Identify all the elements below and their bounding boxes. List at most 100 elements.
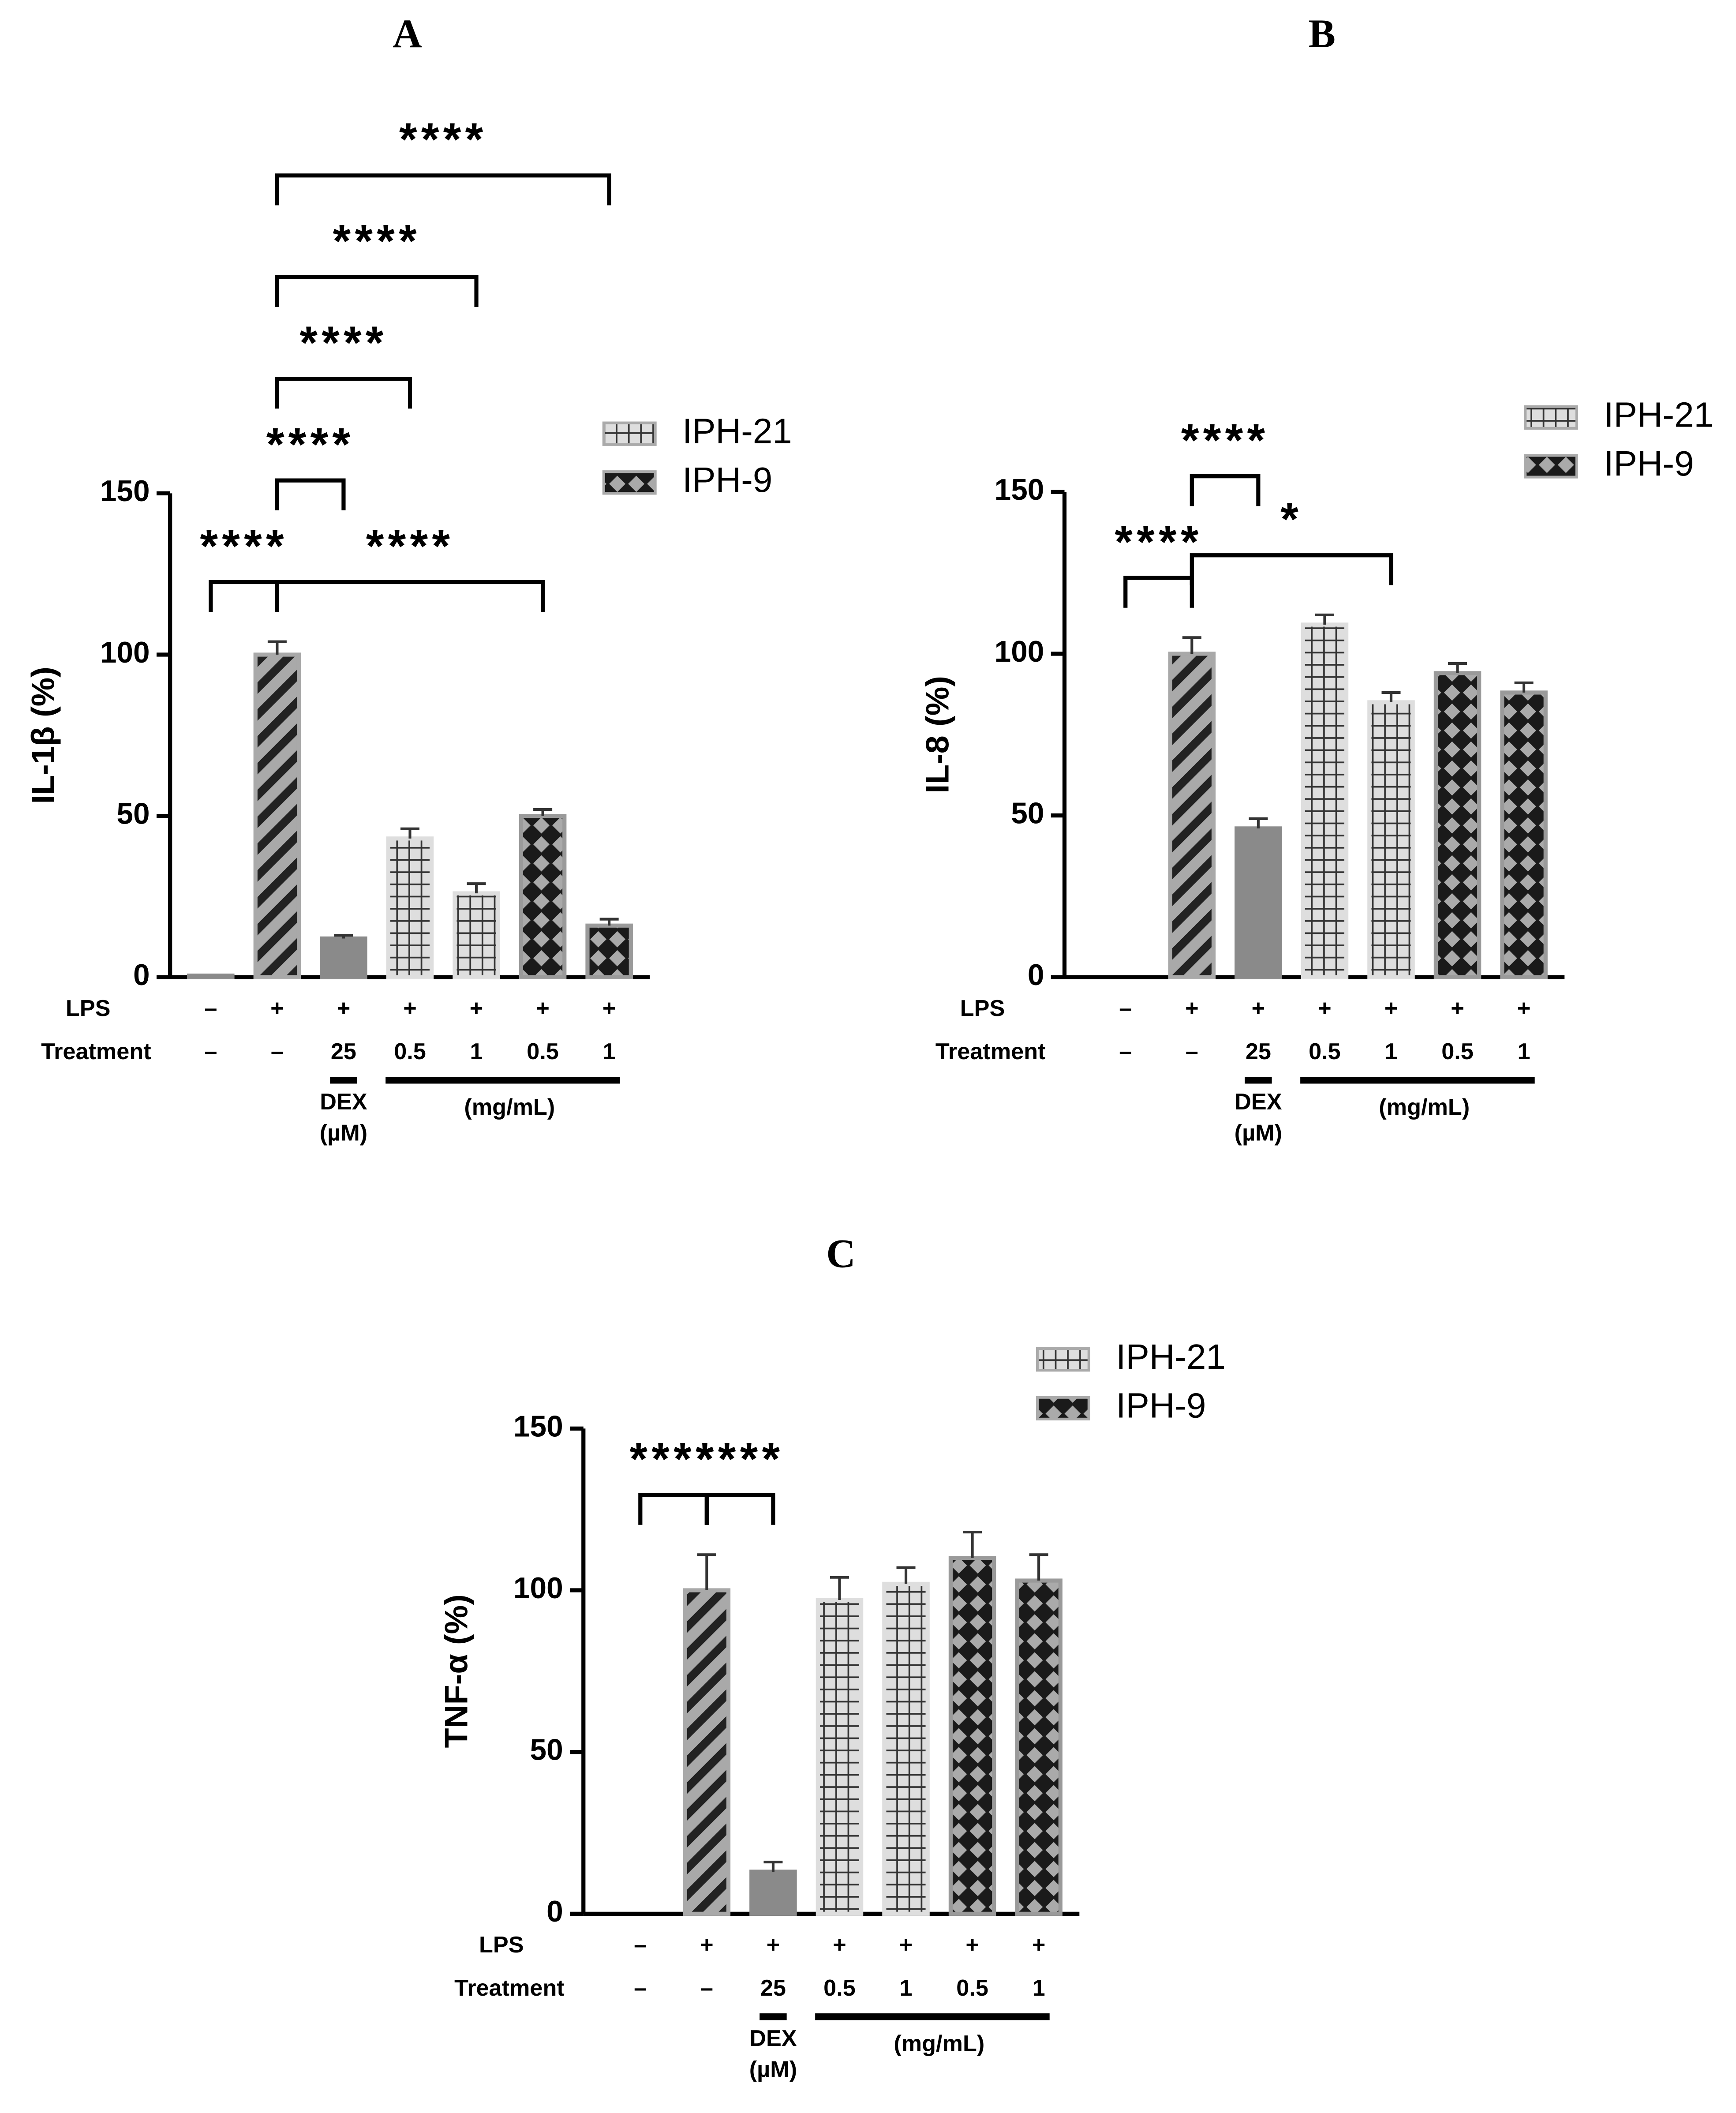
significance-label: ****: [333, 215, 420, 267]
treatment-label: 1: [470, 1039, 483, 1064]
treatment-label: –: [271, 1039, 284, 1064]
dex-label: DEX: [1235, 1089, 1282, 1115]
error-bar: [830, 1576, 849, 1600]
lps-label: +: [965, 1932, 979, 1958]
lps-label: –: [634, 1932, 647, 1958]
bar: [1015, 1578, 1063, 1916]
error-bar: [467, 882, 486, 894]
lps-label: +: [602, 996, 616, 1021]
significance-bracket: [638, 1493, 709, 1525]
legend-swatch: [1524, 454, 1578, 479]
lps-label: +: [1451, 996, 1464, 1021]
panel-title: B: [1309, 11, 1336, 56]
lps-label: +: [337, 996, 351, 1021]
error-bar: [1448, 662, 1467, 673]
bar: [816, 1598, 864, 1916]
lps-label: +: [403, 996, 417, 1021]
dex-label: DEX: [320, 1089, 367, 1115]
bar: [1367, 700, 1415, 979]
legend-label: IPH-9: [682, 460, 772, 499]
lps-label: +: [1252, 996, 1265, 1021]
lps-label: +: [270, 996, 284, 1021]
bar: [1433, 671, 1482, 979]
lps-label: –: [1119, 996, 1132, 1021]
bar: [1301, 622, 1349, 979]
error-bar: [1514, 681, 1534, 693]
bar: [253, 652, 301, 979]
treatment-label: 1: [900, 1975, 913, 2001]
dex-label: (µM): [320, 1120, 367, 1146]
lps-label: +: [470, 996, 483, 1021]
bar: [187, 973, 235, 979]
lps-label: +: [700, 1932, 713, 1958]
significance-label: ****: [1181, 415, 1269, 466]
legend-swatch: [602, 470, 657, 495]
lps-label: +: [1185, 996, 1199, 1021]
significance-bracket: [275, 580, 545, 612]
significance-bracket: [275, 377, 412, 409]
row-name: LPS: [960, 996, 1005, 1021]
y-tick-label: 100: [100, 636, 150, 669]
treatment-label: 25: [1246, 1039, 1271, 1064]
legend-swatch: [1036, 1347, 1090, 1372]
treatment-label: –: [204, 1039, 217, 1064]
significance-label: ****: [266, 419, 354, 470]
treatment-label: 0.5: [1441, 1039, 1474, 1064]
legend-swatch: [602, 421, 657, 446]
significance-bracket: [275, 478, 346, 510]
row-name: Treatment: [41, 1039, 151, 1064]
dex-label: DEX: [749, 2026, 797, 2051]
bar: [882, 1581, 930, 1916]
treatment-label: –: [700, 1975, 713, 2001]
treatment-label: 0.5: [394, 1039, 426, 1064]
treatment-label: 1: [1033, 1975, 1045, 2001]
lps-label: +: [1032, 1932, 1046, 1958]
treatment-label: 0.5: [956, 1975, 988, 2001]
y-tick-label: 0: [133, 959, 150, 992]
legend-label: IPH-21: [682, 411, 792, 450]
treatment-label: 1: [1518, 1039, 1530, 1064]
lps-label: –: [204, 996, 217, 1021]
unit-label: (mg/mL): [894, 2031, 984, 2057]
dex-label: (µM): [1235, 1120, 1282, 1146]
treatment-label: –: [1186, 1039, 1198, 1064]
y-tick-label: 150: [995, 473, 1044, 506]
y-axis-label: IL-8 (%): [919, 676, 955, 793]
significance-label: ****: [299, 317, 387, 369]
significance-bracket: [1123, 576, 1194, 608]
significance-bracket: [704, 1493, 775, 1525]
y-tick-label: 100: [995, 635, 1044, 668]
treatment-label: –: [634, 1975, 647, 2001]
y-axis-label: IL-1β (%): [24, 667, 61, 804]
bar: [1235, 826, 1282, 979]
bar: [948, 1556, 996, 1916]
y-tick-label: 50: [1011, 797, 1044, 830]
y-tick-label: 0: [546, 1895, 563, 1928]
bar: [1168, 652, 1216, 979]
dex-label: (µM): [749, 2057, 797, 2083]
error-bar: [334, 934, 353, 939]
significance-bracket: [275, 173, 611, 206]
legend-label: IPH-21: [1604, 395, 1714, 434]
error-bar: [763, 1860, 783, 1872]
significance-label: ****: [629, 1433, 717, 1485]
y-tick-label: 100: [513, 1572, 563, 1605]
lps-label: +: [536, 996, 550, 1021]
treatment-label: –: [1119, 1039, 1132, 1064]
row-name: LPS: [66, 996, 111, 1021]
row-name: LPS: [479, 1932, 524, 1958]
legend-label: IPH-9: [1116, 1386, 1206, 1425]
error-bar: [1381, 691, 1401, 702]
bar: [683, 1588, 731, 1916]
treatment-label: 0.5: [823, 1975, 856, 2001]
error-bar: [1315, 613, 1334, 625]
bar: [320, 936, 367, 979]
lps-label: +: [833, 1932, 846, 1958]
y-tick-label: 150: [100, 475, 150, 508]
significance-label: ****: [696, 1433, 784, 1485]
bar: [749, 1869, 797, 1916]
lps-label: +: [1318, 996, 1332, 1021]
treatment-label: 0.5: [527, 1039, 559, 1064]
error-bar: [400, 827, 420, 839]
